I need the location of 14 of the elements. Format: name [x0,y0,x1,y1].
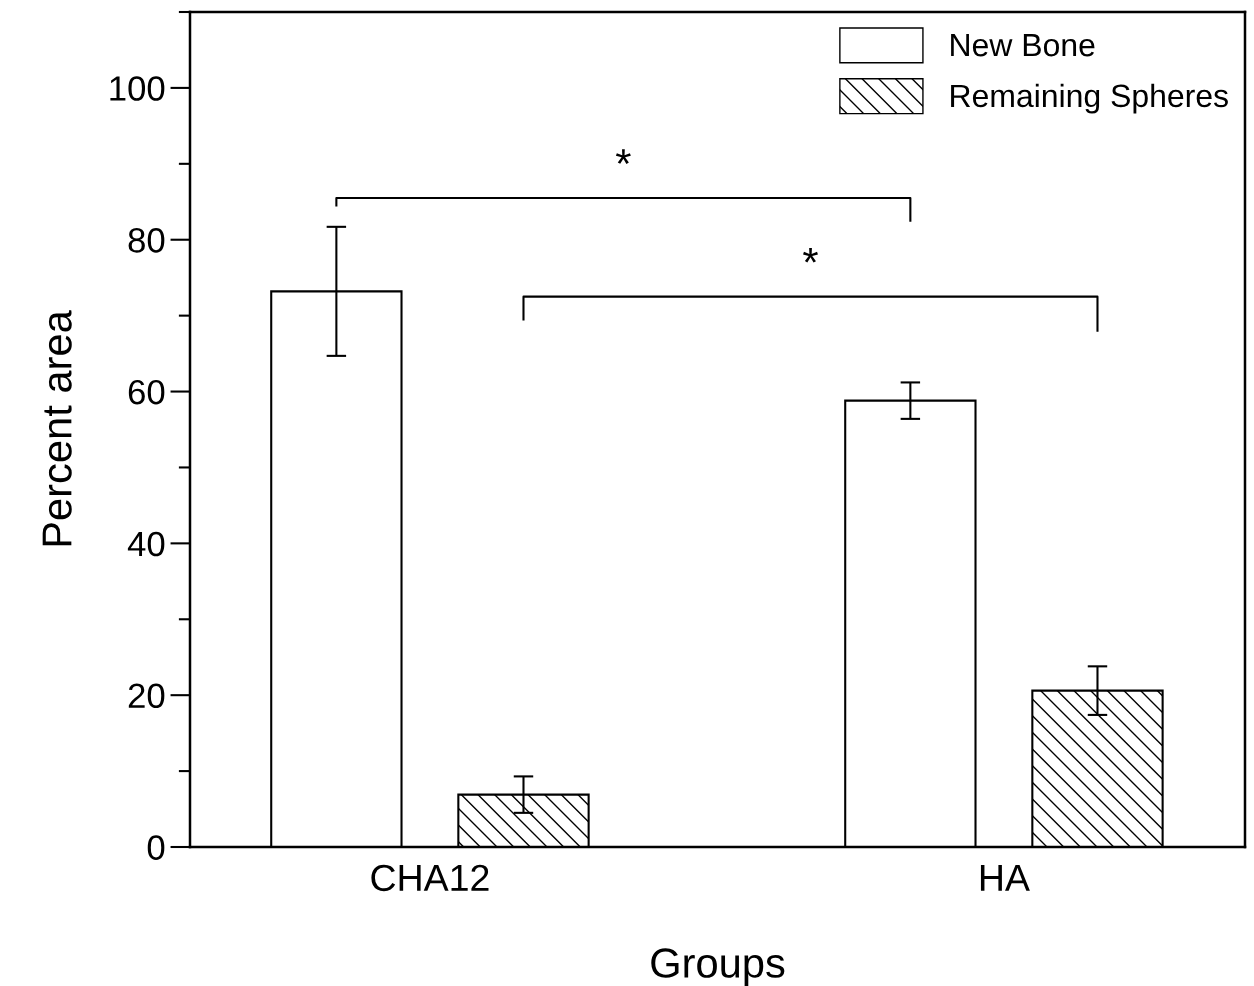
y-tick-label: 60 [128,379,165,405]
y-tick-label: 0 [147,835,165,860]
legend-label: Remaining Spheres [951,83,1228,114]
annotation: * [803,247,818,263]
y-tick-label: 20 [128,683,165,709]
annotation: * [615,149,631,164]
y-tick-label: 80 [128,228,165,253]
x-tick-label: HA [980,865,1030,891]
y-axis-title: Percent area [42,310,72,546]
legend-label: New Bone [951,34,1095,57]
x-axis-title: Groups [651,948,785,986]
y-tick-label: 100 [110,76,165,101]
y-tick-label: 40 [127,531,165,557]
x-tick-label: CHA12 [371,864,489,892]
